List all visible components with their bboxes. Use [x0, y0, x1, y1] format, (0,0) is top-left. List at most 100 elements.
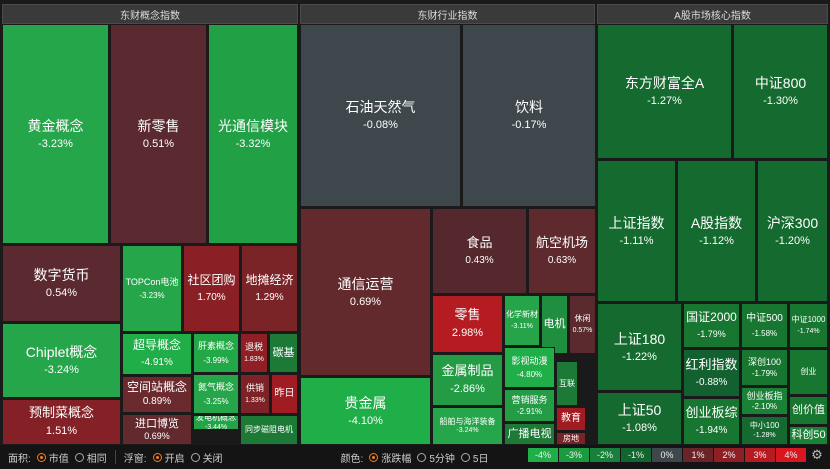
tile-创业板指[interactable]: 创业板指 -2.10%: [741, 387, 788, 415]
float-radio-on[interactable]: [152, 452, 162, 462]
tile-上证指数[interactable]: 上证指数 -1.11%: [597, 160, 676, 302]
tile-东方财富全A[interactable]: 东方财富全A -1.27%: [597, 24, 732, 159]
tile-name: 数字货币: [33, 267, 90, 284]
tile-change: 1.29%: [255, 291, 284, 303]
tile-休闲[interactable]: 休闲 0.57%: [569, 295, 596, 354]
float-control: 浮窗: 开启 关闭: [124, 450, 223, 465]
tile-金属制品[interactable]: 金属制品 -2.86%: [432, 354, 503, 406]
tile-上证180[interactable]: 上证180 -1.22%: [597, 303, 682, 391]
tile-中证800[interactable]: 中证800 -1.30%: [733, 24, 828, 159]
tile-A股指数[interactable]: A股指数 -1.12%: [677, 160, 756, 302]
color-control: 颜色: 涨跌幅 5分钟 5日: [340, 450, 489, 465]
area-radio-market-cap[interactable]: [36, 452, 46, 462]
tile-教育[interactable]: 教育: [556, 407, 586, 431]
tile-change: 1.70%: [197, 291, 226, 303]
tile-影视动漫[interactable]: 影视动漫 -4.80%: [504, 347, 555, 388]
tile-空间站概念[interactable]: 空间站概念 0.89%: [122, 376, 192, 413]
color-radio-5min[interactable]: [417, 452, 427, 462]
tile-国证2000[interactable]: 国证2000 -1.79%: [683, 303, 740, 348]
tile-退税[interactable]: 退税 1.83%: [240, 333, 268, 373]
tile-发电机概念[interactable]: 发电机概念 -3.44%: [193, 415, 239, 430]
tile-航空机场[interactable]: 航空机场 0.63%: [528, 208, 596, 294]
tile-创价值[interactable]: 创价值: [789, 396, 828, 425]
tile-科创50[interactable]: 科创50: [789, 426, 828, 445]
tile-name: 通信运营: [337, 275, 394, 292]
tile-沪深300[interactable]: 沪深300 -1.20%: [757, 160, 828, 302]
tile-name: 东方财富全A: [624, 75, 705, 92]
tile-进口博览[interactable]: 进口博览 0.69%: [122, 414, 192, 445]
tile-中小100[interactable]: 中小100 -1.28%: [741, 416, 788, 445]
tile-通信运营[interactable]: 通信运营 0.69%: [300, 208, 431, 376]
tile-石油天然气[interactable]: 石油天然气 -0.08%: [300, 24, 461, 207]
tile-name: 同步磁阻电机: [245, 425, 293, 435]
tile-change: -1.58%: [751, 328, 778, 338]
tile-创业[interactable]: 创业: [789, 349, 828, 395]
tile-新零售[interactable]: 新零售 0.51%: [110, 24, 207, 244]
tile-房地[interactable]: 房地: [556, 432, 586, 445]
tile-change: -2.86%: [450, 383, 485, 396]
tile-change: -0.88%: [695, 376, 728, 388]
tile-change: -1.08%: [622, 422, 657, 435]
color-option-5min[interactable]: 5分钟: [429, 453, 455, 465]
tile-贵金属[interactable]: 贵金属 -4.10%: [300, 377, 431, 445]
tile-创业板综[interactable]: 创业板综 -1.94%: [683, 398, 740, 445]
tile-change: 0.43%: [465, 254, 494, 266]
tile-change: -1.11%: [619, 234, 654, 247]
tile-广播电视[interactable]: 广播电视: [504, 423, 555, 445]
area-option-equal[interactable]: 相同: [86, 453, 107, 465]
tile-食品[interactable]: 食品 0.43%: [432, 208, 527, 294]
tile-碳基[interactable]: 碳基: [269, 333, 298, 373]
area-radio-equal[interactable]: [74, 452, 84, 462]
tile-name: 化学新材: [506, 309, 538, 319]
tile-name: 新零售: [137, 117, 180, 134]
tile-name: A股指数: [690, 214, 743, 231]
tile-name: 退税: [244, 341, 263, 352]
tile-光通信模块[interactable]: 光通信模块 -3.32%: [208, 24, 298, 244]
tile-营销服务[interactable]: 营销服务 -2.91%: [504, 389, 555, 422]
tile-氮气概念[interactable]: 氮气概念 -3.25%: [193, 374, 239, 414]
tile-中证1000[interactable]: 中证1000 -1.74%: [789, 303, 828, 348]
color-radio-change[interactable]: [369, 452, 379, 462]
color-option-5day[interactable]: 5日: [472, 453, 489, 465]
tile-change: -4.10%: [348, 414, 383, 427]
tile-饮料[interactable]: 饮料 -0.17%: [462, 24, 596, 207]
tile-数字货币[interactable]: 数字货币 0.54%: [2, 245, 121, 322]
tile-name: 饮料: [515, 99, 543, 116]
tile-name: 广播电视: [507, 427, 552, 440]
tile-超导概念[interactable]: 超导概念 -4.91%: [122, 333, 192, 375]
tile-社区团购[interactable]: 社区团购 1.70%: [183, 245, 240, 332]
float-option-off[interactable]: 关闭: [202, 453, 223, 465]
tile-name: 进口博览: [135, 417, 179, 430]
color-option-change[interactable]: 涨跌幅: [381, 453, 412, 465]
tile-name: 地摊经济: [245, 272, 294, 287]
tile-上证50[interactable]: 上证50 -1.08%: [597, 392, 682, 445]
tile-互联[interactable]: 互联: [556, 361, 578, 406]
float-option-on[interactable]: 开启: [164, 453, 185, 465]
tile-船舶与海洋装备[interactable]: 船舶与海洋装备 -3.24%: [432, 407, 503, 445]
tile-中证500[interactable]: 中证500 -1.58%: [741, 303, 788, 348]
color-radio-5day[interactable]: [460, 452, 470, 462]
float-radio-off[interactable]: [190, 452, 200, 462]
tile-电机[interactable]: 电机: [541, 295, 568, 354]
tile-预制菜概念[interactable]: 预制菜概念 1.51%: [2, 399, 121, 445]
tile-name: 互联: [559, 378, 575, 388]
tile-供销[interactable]: 供销 1.33%: [240, 374, 270, 414]
area-option-market-cap[interactable]: 市值: [48, 453, 69, 465]
tile-化学新材[interactable]: 化学新材 -3.11%: [504, 295, 540, 346]
tile-name: 供销: [245, 382, 264, 393]
tile-change: -3.11%: [511, 323, 533, 331]
tile-零售[interactable]: 零售 2.98%: [432, 295, 503, 353]
tile-Chiplet概念[interactable]: Chiplet概念 -3.24%: [2, 323, 121, 398]
tile-TOPCon电池[interactable]: TOPCon电池 -3.23%: [122, 245, 182, 332]
tile-change: -1.79%: [751, 368, 778, 378]
tile-地摊经济[interactable]: 地摊经济 1.29%: [241, 245, 298, 332]
tile-黄金概念[interactable]: 黄金概念 -3.23%: [2, 24, 109, 244]
tile-深创100[interactable]: 深创100 -1.79%: [741, 349, 788, 386]
tile-昨日[interactable]: 昨日: [271, 374, 298, 414]
tile-肝素概念[interactable]: 肝素概念 -3.99%: [193, 333, 239, 373]
tile-change: -1.94%: [695, 425, 728, 437]
tile-红利指数[interactable]: 红利指数 -0.88%: [683, 349, 740, 397]
color-label: 颜色:: [340, 453, 364, 465]
gear-icon[interactable]: ⚙: [811, 447, 823, 462]
tile-同步磁阻电机[interactable]: 同步磁阻电机: [240, 415, 298, 445]
